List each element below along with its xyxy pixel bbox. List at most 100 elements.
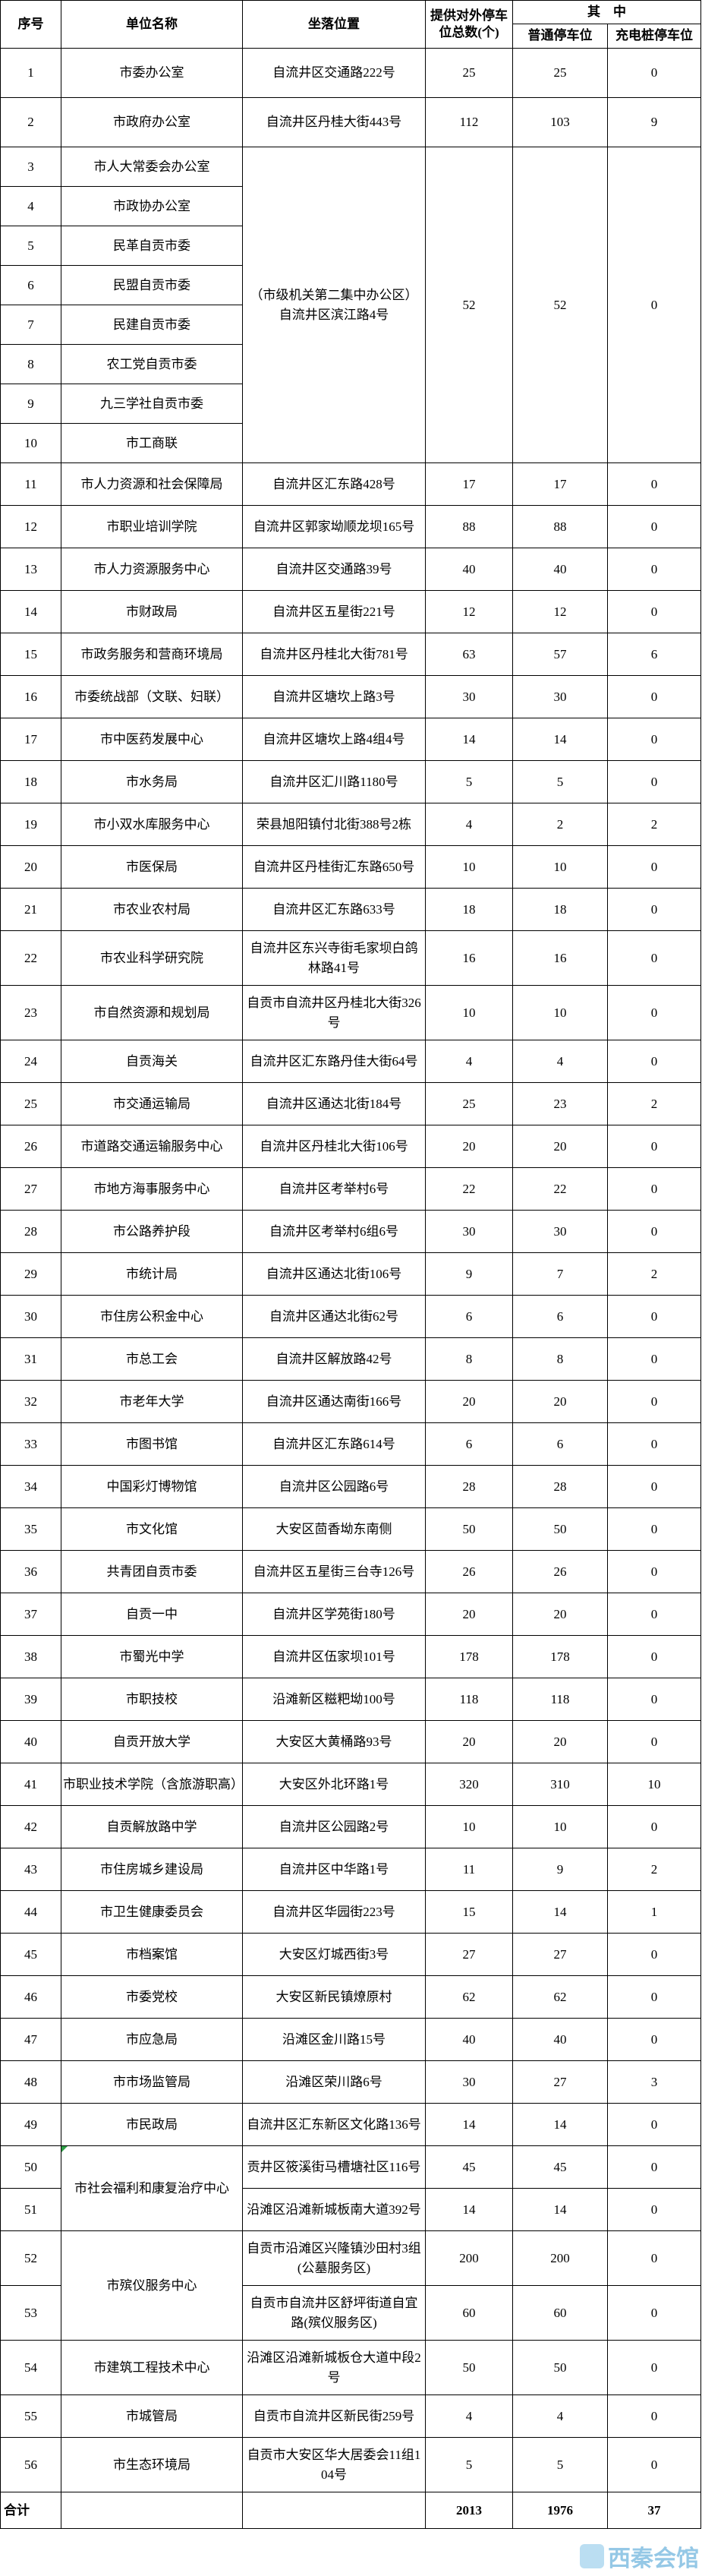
cell-unit: 市统计局: [61, 1252, 243, 1296]
cell-location: 自流井区交通路39号: [242, 548, 426, 591]
cell-regular: 60: [512, 2285, 608, 2341]
cell-total: 200: [425, 2230, 513, 2286]
cell-total: 30: [425, 675, 513, 718]
cell-charging: 0: [607, 590, 701, 633]
cell-charging: 0: [607, 2437, 701, 2492]
cell-location: 自流井区通达北街62号: [242, 1295, 426, 1338]
cell-total: 45: [425, 2145, 513, 2189]
cell-unit: 市公路养护段: [61, 1210, 243, 1253]
cell-no: 39: [0, 1678, 61, 1721]
cell-regular: 10: [512, 845, 608, 889]
cell-charging: 37: [607, 2492, 701, 2529]
table-row: 43 市住房城乡建设局 自流井区中华路1号 11 9 2: [0, 1848, 701, 1891]
cell-charging: 1: [607, 1890, 701, 1934]
cell-no: 51: [0, 2188, 61, 2231]
cell-regular: 57: [512, 633, 608, 676]
cell-regular: 20: [512, 1720, 608, 1763]
table-row: 36 共青团自贡市委 自流井区五星街三台寺126号 26 26 0: [0, 1550, 701, 1593]
cell-charging: 0: [607, 462, 701, 506]
cell-unit: 九三学社自贡市委: [61, 384, 243, 424]
cell-regular: 50: [512, 1507, 608, 1551]
cell-charging: 0: [607, 1422, 701, 1466]
cell-total: 320: [425, 1763, 513, 1806]
cell-no: 24: [0, 1040, 61, 1083]
cell-unit: 市住房城乡建设局: [61, 1848, 243, 1891]
cell-unit: 市政协办公室: [61, 186, 243, 226]
cell-no: 18: [0, 760, 61, 803]
cell-total: 20: [425, 1380, 513, 1423]
cell-total: 14: [425, 2188, 513, 2231]
cell-unit: 市中医药发展中心: [61, 718, 243, 761]
cell-unit: 市道路交通运输服务中心: [61, 1125, 243, 1168]
cell-no: 7: [0, 305, 61, 345]
table-row: 16 市委统战部（文联、妇联） 自流井区塘坎上路3号 30 30 0: [0, 675, 701, 718]
table-row: 54 市建筑工程技术中心 沿滩区沿滩新城板仓大道中段2号 50 50 0: [0, 2340, 701, 2395]
cell-unit: 市住房公积金中心: [61, 1295, 243, 1338]
cell-charging: 0: [607, 1593, 701, 1636]
cell-no: 55: [0, 2394, 61, 2438]
cell-regular: 8: [512, 1337, 608, 1381]
cell-location: 自流井区东兴寺街毛家坝白鸽林路41号: [242, 930, 426, 986]
cell-charging: 0: [607, 48, 701, 98]
table-row: 46 市委党校 大安区新民镇燎原村 62 62 0: [0, 1975, 701, 2019]
cell-total: 10: [425, 845, 513, 889]
table-row: 33 市图书馆 自流井区汇东路614号 6 6 0: [0, 1422, 701, 1466]
cell-location: 自贡市自流井区舒坪街道自宜路(殡仪服务区): [242, 2285, 426, 2341]
cell-no: 25: [0, 1082, 61, 1125]
cell-unit: [61, 2492, 243, 2529]
cell-charging: 0: [607, 1040, 701, 1083]
cell-unit: 自贡一中: [61, 1593, 243, 1636]
cell-total: 15: [425, 1890, 513, 1934]
cell-charging: 0: [607, 1337, 701, 1381]
cell-location: 自流井区五星街三台寺126号: [242, 1550, 426, 1593]
watermark-logo-icon: [580, 2544, 604, 2568]
cell-location: 自贡市大安区华大居委会11组104号: [242, 2437, 426, 2492]
cell-total: 6: [425, 1295, 513, 1338]
cell-location: 自流井区丹桂北大街781号: [242, 633, 426, 676]
cell-no: 17: [0, 718, 61, 761]
cell-unit: 市政务服务和营商环境局: [61, 633, 243, 676]
table-row: 7 民建自贡市委: [0, 305, 701, 345]
cell-location: 自流井区通达南街166号: [242, 1380, 426, 1423]
cell-location: 沿滩区荣川路6号: [242, 2060, 426, 2104]
cell-no: 36: [0, 1550, 61, 1593]
cell-regular: 26: [512, 1550, 608, 1593]
table-header: 序号 单位名称 坐落位置 提供对外停车位总数(个) 其 中 普通停车位 充电桩停…: [0, 0, 701, 49]
header-col-among: 其 中: [512, 0, 701, 24]
watermark-text: 西秦会馆: [608, 2546, 699, 2571]
cell-no: 28: [0, 1210, 61, 1253]
cell-unit: 自贡开放大学: [61, 1720, 243, 1763]
cell-no: 5: [0, 226, 61, 266]
cell-total: 25: [425, 1082, 513, 1125]
cell-regular: 7: [512, 1252, 608, 1296]
cell-location: 自流井区公园路6号: [242, 1465, 426, 1508]
cell-unit: 市民政局: [61, 2103, 243, 2146]
header-col-unit: 单位名称: [61, 0, 243, 49]
cell-location: 自贡市沿滩区兴隆镇沙田村3组(公墓服务区): [242, 2230, 426, 2286]
cell-location: 自流井区公园路2号: [242, 1805, 426, 1848]
table-row: 55 市城管局 自贡市自流井区新民街259号 4 4 0: [0, 2394, 701, 2438]
cell-location: 自流井区考举村6组6号: [242, 1210, 426, 1253]
cell-no: 45: [0, 1933, 61, 1976]
cell-unit: 市人力资源服务中心: [61, 548, 243, 591]
cell-charging: 0: [607, 760, 701, 803]
cell-total: 20: [425, 1720, 513, 1763]
cell-charging: 0: [607, 2285, 701, 2341]
cell-regular: 30: [512, 1210, 608, 1253]
cell-unit: 市生态环境局: [61, 2437, 243, 2492]
table-row: 52 市殡仪服务中心 自贡市沿滩区兴隆镇沙田村3组(公墓服务区) 200 200 0: [0, 2230, 701, 2341]
cell-total: 40: [425, 2018, 513, 2061]
cell-total-label: 合计: [0, 2492, 61, 2529]
cell-regular: 5: [512, 2437, 608, 2492]
cell-location: 自流井区五星街221号: [242, 590, 426, 633]
cell-no: 8: [0, 344, 61, 384]
cell-unit: 市委统战部（文联、妇联）: [61, 675, 243, 718]
cell-regular: 6: [512, 1422, 608, 1466]
cell-regular: 50: [512, 2340, 608, 2395]
cell-location: 自流井区丹桂北大街106号: [242, 1125, 426, 1168]
cell-total: 60: [425, 2285, 513, 2341]
cell-regular: 27: [512, 2060, 608, 2104]
cell-no: 19: [0, 803, 61, 846]
cell-charging: 0: [607, 675, 701, 718]
cell-total: 14: [425, 718, 513, 761]
